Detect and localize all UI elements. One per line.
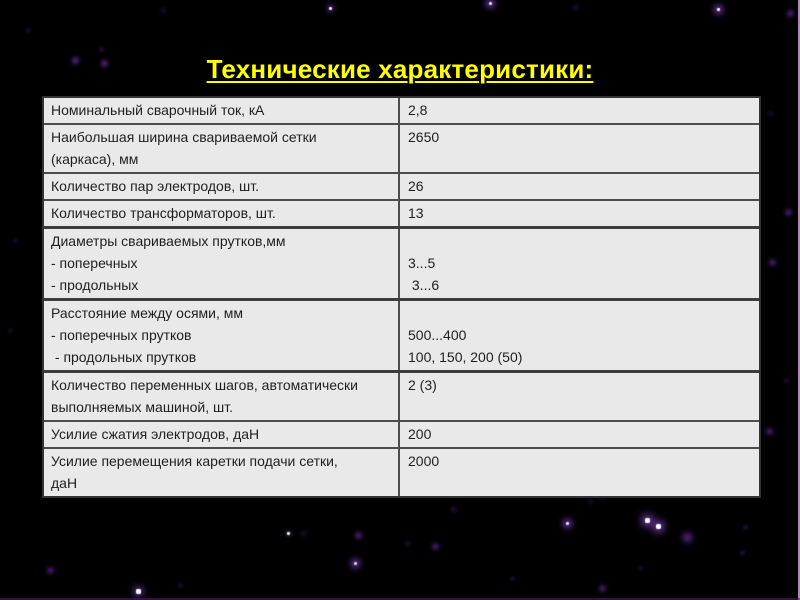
spec-value: 2,8 <box>400 98 759 123</box>
table-row: Количество пар электродов, шт. 26 <box>44 172 759 199</box>
spec-value: 2650 <box>400 125 759 172</box>
spec-value: 3...5 3...6 <box>400 229 759 298</box>
spec-value: 13 <box>400 201 759 226</box>
spec-label: Усилие сжатия электродов, даН <box>44 422 400 447</box>
spec-label: Количество пар электродов, шт. <box>44 174 400 199</box>
spec-label: Диаметры свариваемых прутков,мм - попере… <box>44 229 400 298</box>
spec-value: 500...400 100, 150, 200 (50) <box>400 301 759 370</box>
star-cores <box>0 0 1 1</box>
table-row: Наибольшая ширина свариваемой сетки (кар… <box>44 123 759 172</box>
table-row: Количество переменных шагов, автоматичес… <box>44 370 759 420</box>
spec-value: 2000 <box>400 449 759 496</box>
spec-label: Номинальный сварочный ток, кА <box>44 98 400 123</box>
table-row: Усилие сжатия электродов, даН 200 <box>44 420 759 447</box>
table-row: Номинальный сварочный ток, кА 2,8 <box>44 98 759 123</box>
spec-label: Наибольшая ширина свариваемой сетки (кар… <box>44 125 400 172</box>
table-row: Количество трансформаторов, шт. 13 <box>44 199 759 226</box>
spec-label: Расстояние между осями, мм - поперечных … <box>44 301 400 370</box>
table-row: Диаметры свариваемых прутков,мм - попере… <box>44 226 759 298</box>
spec-label: Усилие перемещения каретки подачи сетки,… <box>44 449 400 496</box>
spec-label: Количество трансформаторов, шт. <box>44 201 400 226</box>
page-title: Технические характеристики: <box>206 54 594 84</box>
spec-label: Количество переменных шагов, автоматичес… <box>44 373 400 420</box>
spec-value: 26 <box>400 174 759 199</box>
table-row: Усилие перемещения каретки подачи сетки,… <box>44 447 759 496</box>
spec-value: 200 <box>400 422 759 447</box>
specifications-table: Номинальный сварочный ток, кА 2,8 Наибол… <box>42 96 761 498</box>
bottom-edge-line <box>0 598 800 600</box>
right-edge-line <box>798 0 800 600</box>
table-row: Расстояние между осями, мм - поперечных … <box>44 298 759 370</box>
spec-value: 2 (3) <box>400 373 759 420</box>
